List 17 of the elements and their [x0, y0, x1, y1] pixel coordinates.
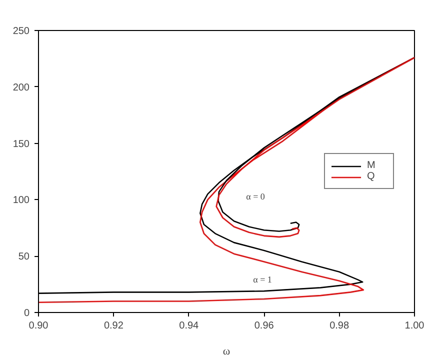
annotation: α = 0: [246, 192, 266, 202]
x-tick-label: 0.92: [104, 320, 124, 332]
x-tick-label: 0.94: [179, 320, 200, 332]
y-tick-label: 50: [18, 252, 30, 263]
x-axis-title: ω: [222, 346, 230, 358]
y-tick-label: 200: [12, 82, 30, 94]
legend-label: Q: [367, 171, 376, 182]
x-tick-label: 0.96: [254, 320, 274, 332]
y-tick-label: 150: [12, 138, 30, 150]
annotation: α = 1: [253, 274, 272, 284]
y-tick-label: 100: [12, 195, 30, 206]
y-tick-label: 0: [24, 308, 30, 319]
x-tick-label: 1.00: [404, 320, 425, 332]
y-tick-label: 250: [12, 26, 30, 37]
x-tick-label: 0.98: [330, 320, 350, 332]
x-tick-label: 0.90: [28, 320, 49, 332]
legend-label: M: [367, 160, 376, 171]
